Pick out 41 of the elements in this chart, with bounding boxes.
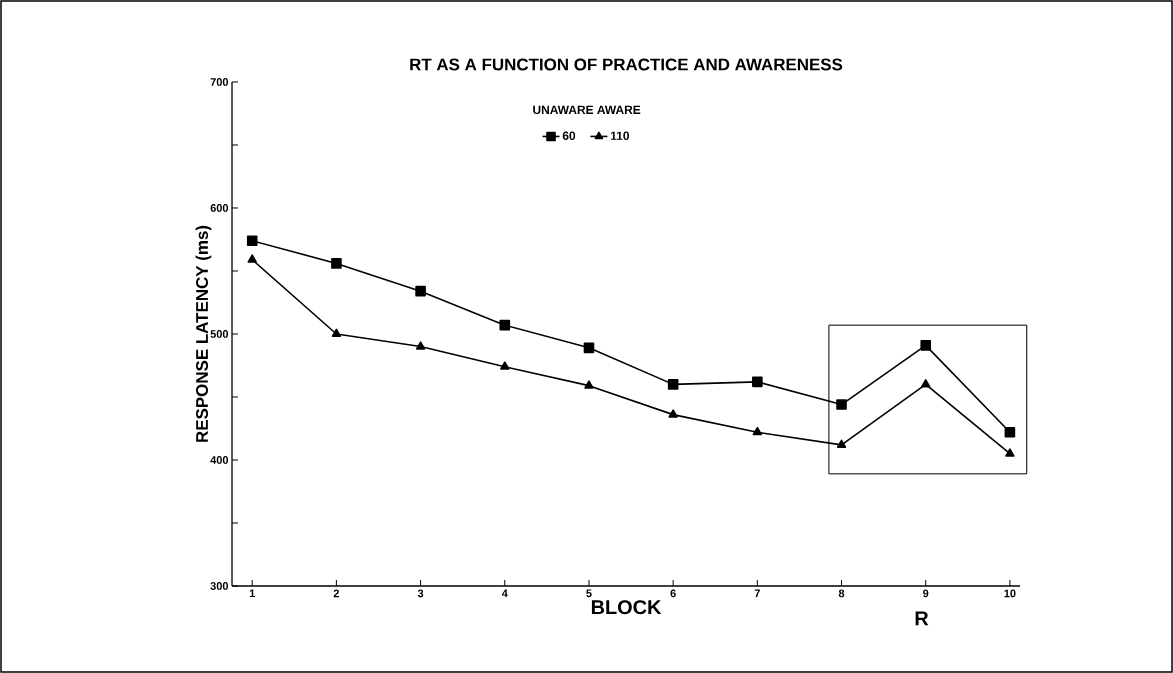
text: R	[915, 611, 929, 626]
y-tick-label: 600	[210, 204, 229, 212]
point	[752, 426, 763, 436]
point	[246, 235, 258, 247]
point	[247, 254, 257, 263]
y-tick-label: 700	[210, 78, 229, 86]
point	[921, 379, 931, 388]
x-tick-label: 8	[838, 589, 845, 598]
point	[415, 341, 426, 350]
point	[920, 340, 932, 351]
x-axis-title: BLOCK	[591, 600, 662, 615]
point	[836, 439, 847, 448]
x-tick-label: 1	[249, 589, 255, 598]
y-tick-label: 500	[210, 330, 229, 338]
legend-title: UNAWARE AWARE	[533, 105, 641, 114]
point	[584, 380, 594, 389]
x-tick-label: 4	[501, 589, 508, 598]
point	[668, 409, 678, 418]
point	[836, 399, 847, 410]
y-tick-label: 400	[210, 456, 229, 464]
y-tick-label: 300	[210, 582, 229, 590]
point	[752, 376, 763, 388]
point	[415, 285, 426, 297]
point	[583, 342, 595, 354]
x-tick-label: 7	[754, 589, 760, 598]
chart-title: RT AS A FUNCTION OF PRACTICE AND AWARENESS	[410, 58, 843, 71]
point	[499, 319, 511, 331]
legend-label: 110	[610, 131, 629, 140]
x-tick-label: 5	[586, 589, 592, 598]
x-tick-label: 6	[670, 589, 676, 598]
point	[1004, 426, 1016, 438]
x-tick-label: 9	[923, 589, 929, 598]
x-tick-label: 3	[417, 589, 424, 598]
point	[331, 328, 342, 338]
point	[500, 361, 510, 370]
point	[667, 379, 679, 390]
x-tick-label: 10	[1004, 589, 1016, 598]
point	[1005, 448, 1015, 457]
x-tick-label: 2	[333, 589, 340, 598]
point	[331, 258, 342, 269]
legend-label: 60	[562, 131, 576, 140]
